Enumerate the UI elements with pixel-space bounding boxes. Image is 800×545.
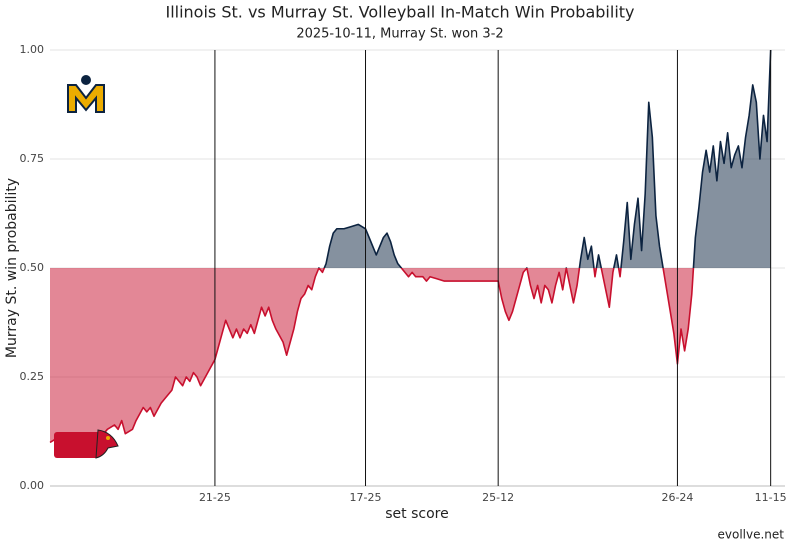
y-tick-label: 0.50 <box>20 261 45 274</box>
x-axis-label: set score <box>385 506 448 522</box>
x-tick-label: 26-24 <box>661 491 693 504</box>
illinois-logo <box>54 429 119 459</box>
plot-area: 0.00 0.25 0.50 0.75 1.00 21-25 17-25 25-12 26-24… <box>20 43 787 504</box>
x-tick-label: 11-15 <box>755 491 787 504</box>
murray-logo <box>67 75 105 113</box>
x-tick-label: 25-12 <box>482 491 514 504</box>
chart-title: Illinois St. vs Murray St. Volleyball In… <box>165 3 634 22</box>
area-above <box>50 50 771 268</box>
y-tick-label: 0.00 <box>20 479 45 492</box>
x-tick-label: 17-25 <box>350 491 382 504</box>
y-tick-label: 0.25 <box>20 370 45 383</box>
y-tick-label: 0.75 <box>20 152 45 165</box>
y-axis-label: Murray St. win probability <box>4 178 20 358</box>
chart-subtitle: 2025-10-11, Murray St. won 3-2 <box>296 27 503 42</box>
win-probability-line <box>49 268 695 444</box>
area-below <box>50 268 771 443</box>
caption: evollve.net <box>718 528 785 542</box>
y-tick-label: 1.00 <box>20 43 45 56</box>
x-tick-label: 21-25 <box>199 491 231 504</box>
